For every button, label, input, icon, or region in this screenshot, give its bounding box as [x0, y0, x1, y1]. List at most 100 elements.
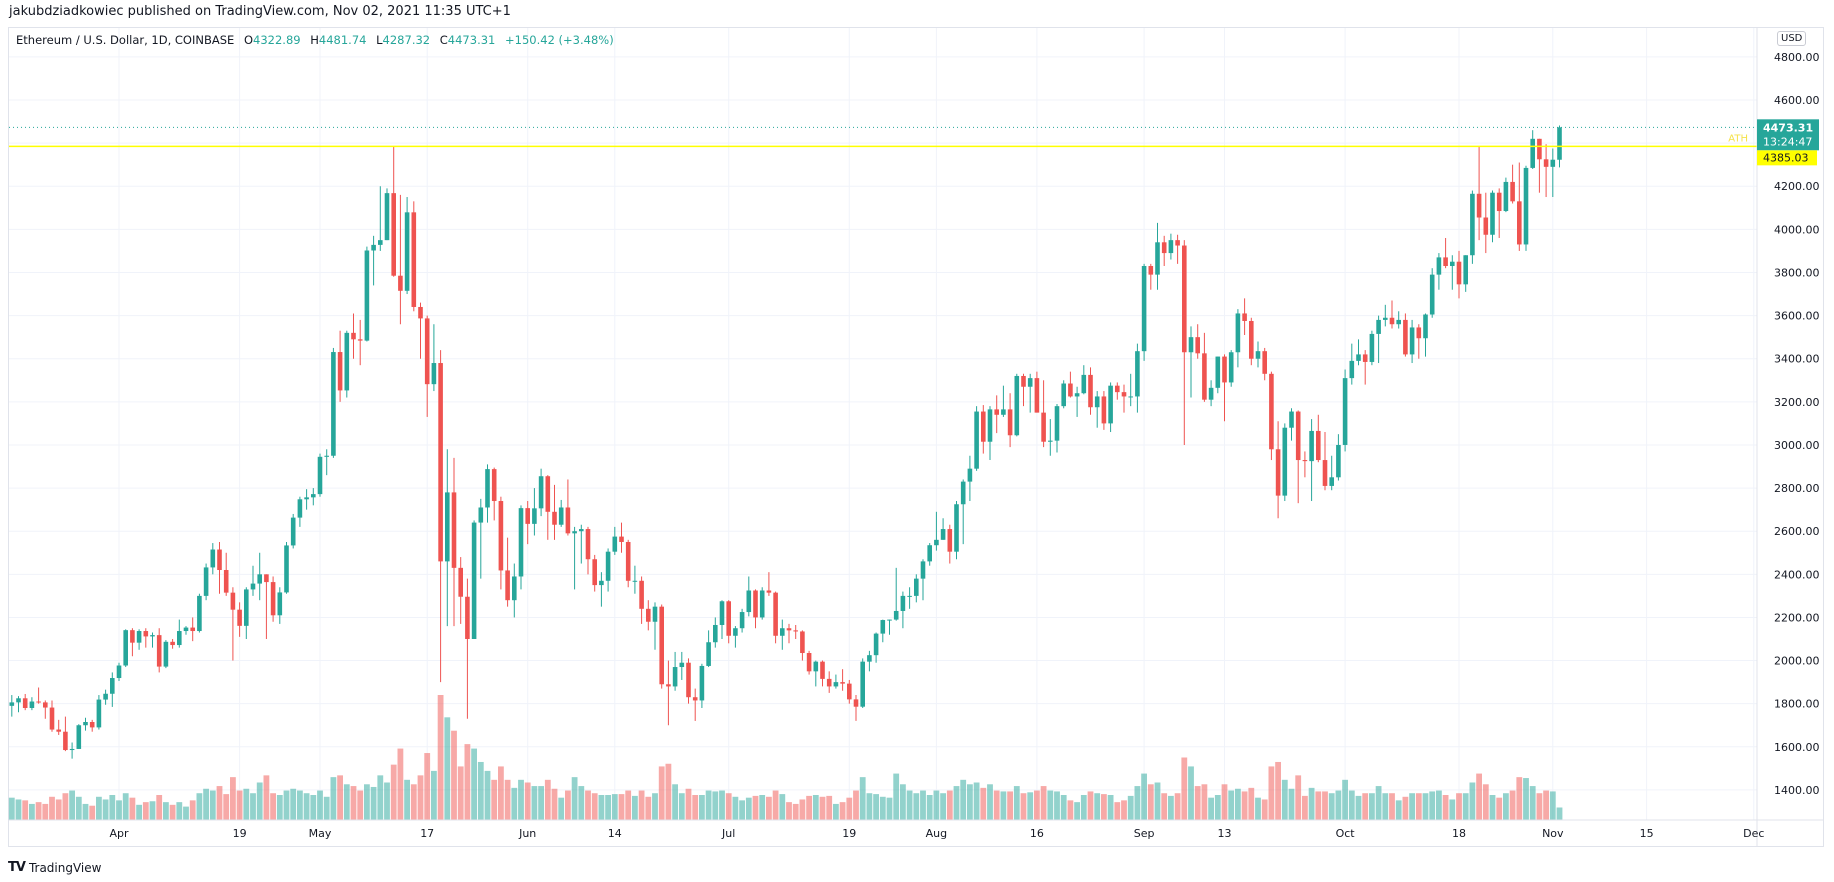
volume-bar: [1516, 777, 1523, 820]
candle-body: [210, 549, 216, 568]
volume-bar: [605, 795, 611, 820]
volume-bar: [491, 779, 498, 820]
volume-bar: [1415, 793, 1422, 820]
volume-bar: [1315, 791, 1322, 820]
candle-body: [1450, 261, 1455, 267]
candle-body: [451, 492, 457, 568]
volume-bar: [230, 777, 236, 820]
volume-bar: [759, 795, 766, 820]
candle-body: [76, 725, 82, 749]
volume-bar: [1409, 793, 1415, 820]
volume-bar: [1536, 793, 1543, 820]
x-tick-label: Sep: [1134, 827, 1155, 840]
candle-body: [726, 601, 731, 636]
candle-body: [1476, 193, 1482, 218]
candle-body: [558, 507, 564, 525]
grid: [9, 28, 1757, 820]
volume-bar: [1013, 786, 1020, 820]
volume-bar: [531, 786, 538, 820]
candle-body: [512, 576, 517, 601]
volume-bar: [625, 790, 632, 820]
candle-body: [49, 707, 55, 730]
volume-bar: [893, 773, 900, 820]
time-axis: Apr 19 May 17 Jun 14 Jul 19 Aug 16 Sep 13 Oct 18 Nov 15…: [9, 819, 1823, 840]
candle-body: [1362, 354, 1368, 362]
candle-body: [1228, 352, 1234, 383]
volume-bar: [980, 787, 987, 820]
volume-bar: [216, 786, 223, 820]
volume-bar: [96, 796, 102, 820]
candle-body: [1389, 317, 1395, 325]
volume-bar: [1556, 807, 1563, 820]
volume-bar: [1181, 757, 1188, 820]
volume-bar: [1154, 782, 1161, 820]
candle-body: [431, 363, 437, 385]
volume-bar: [652, 793, 658, 820]
volume-bar: [792, 803, 799, 820]
high-value: 4481.74: [318, 33, 367, 47]
candle-body: [813, 661, 819, 672]
candle-body: [1409, 327, 1415, 355]
brand-name: TradingView: [28, 860, 102, 875]
volume-bar: [1235, 788, 1241, 820]
candle-body: [156, 635, 162, 667]
candle-body: [56, 729, 61, 732]
y-tick-label: 3800.00: [1774, 266, 1820, 279]
volume-bar: [846, 797, 853, 820]
y-tick-label: 3000.00: [1774, 439, 1820, 452]
tradingview-logo[interactable]: TV TradingView: [8, 860, 101, 875]
volume-bar: [779, 794, 786, 820]
volume-bar: [390, 764, 397, 820]
volume-bar: [786, 802, 792, 820]
candle-body: [1356, 354, 1361, 361]
volume-bar: [444, 717, 451, 820]
x-tick-label: Nov: [1542, 827, 1564, 840]
candle-body: [940, 529, 946, 540]
volume-bar: [1503, 793, 1509, 820]
volume-bar: [1342, 779, 1348, 820]
volume-bar: [1020, 793, 1027, 820]
volume-bar: [1201, 784, 1208, 820]
volume-bar: [611, 794, 618, 820]
volume-bar: [1496, 797, 1503, 820]
volume-bar: [317, 790, 323, 820]
volume-bar: [1456, 793, 1462, 820]
candle-body: [465, 596, 470, 639]
candle-body: [1316, 430, 1321, 461]
candle-body: [1423, 314, 1428, 339]
currency-button[interactable]: USD: [1777, 31, 1807, 46]
publisher-line: jakubdziadkowiec published on TradingVie…: [9, 4, 511, 19]
x-tick-label: Apr: [109, 827, 129, 840]
volume-bar: [712, 791, 719, 820]
volume-bar: [1221, 784, 1228, 820]
volume-bar: [290, 788, 297, 820]
volume-bar: [1482, 784, 1489, 820]
volume-bar: [1047, 790, 1054, 820]
candle-body: [471, 522, 477, 639]
candle-body: [759, 590, 765, 618]
volume-bar: [1000, 791, 1007, 820]
candle-body: [1503, 181, 1509, 212]
x-tick-label: Jun: [518, 827, 536, 840]
volume-bar: [417, 775, 424, 820]
high-label: H: [310, 33, 319, 47]
volume-bar: [1543, 790, 1549, 820]
volume-bar: [1080, 795, 1087, 820]
volume-bar: [826, 795, 833, 820]
volume-bar: [1275, 761, 1281, 820]
volume-bar: [243, 788, 250, 820]
candle-body: [270, 582, 276, 616]
candle-body: [927, 545, 932, 562]
candle-body: [1088, 374, 1093, 408]
candle-body: [1416, 327, 1422, 339]
volume-bar: [1007, 791, 1013, 820]
candle-body: [1249, 320, 1254, 359]
candles: [9, 125, 1562, 759]
candle-body: [692, 697, 698, 701]
volume-bar: [1248, 787, 1255, 820]
volume-bar: [1369, 793, 1375, 820]
volume-bar: [732, 796, 739, 820]
open-label: O: [243, 33, 254, 47]
x-tick-label: 15: [1640, 827, 1654, 840]
